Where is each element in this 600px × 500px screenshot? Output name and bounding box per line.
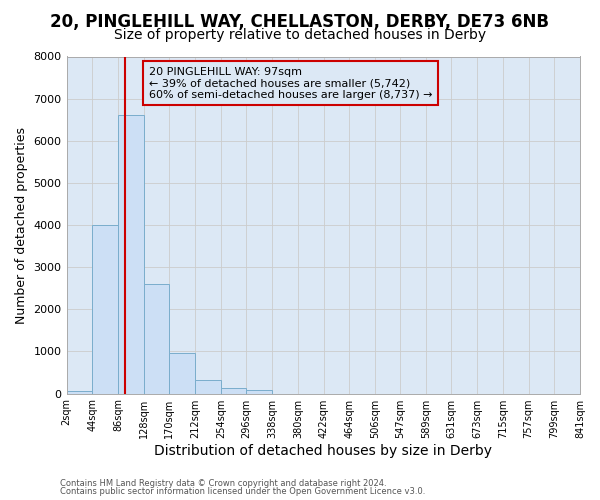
Text: Size of property relative to detached houses in Derby: Size of property relative to detached ho… <box>114 28 486 42</box>
Bar <box>118 116 143 394</box>
Bar <box>67 390 92 394</box>
Text: 20, PINGLEHILL WAY, CHELLASTON, DERBY, DE73 6NB: 20, PINGLEHILL WAY, CHELLASTON, DERBY, D… <box>50 12 550 30</box>
Bar <box>221 388 247 394</box>
Bar <box>143 284 169 394</box>
Text: Contains public sector information licensed under the Open Government Licence v3: Contains public sector information licen… <box>60 487 425 496</box>
Y-axis label: Number of detached properties: Number of detached properties <box>15 126 28 324</box>
Text: 20 PINGLEHILL WAY: 97sqm
← 39% of detached houses are smaller (5,742)
60% of sem: 20 PINGLEHILL WAY: 97sqm ← 39% of detach… <box>149 66 432 100</box>
Bar <box>169 352 195 394</box>
Bar <box>92 225 118 394</box>
Bar <box>195 380 221 394</box>
Bar <box>247 390 272 394</box>
Text: Contains HM Land Registry data © Crown copyright and database right 2024.: Contains HM Land Registry data © Crown c… <box>60 478 386 488</box>
X-axis label: Distribution of detached houses by size in Derby: Distribution of detached houses by size … <box>154 444 492 458</box>
